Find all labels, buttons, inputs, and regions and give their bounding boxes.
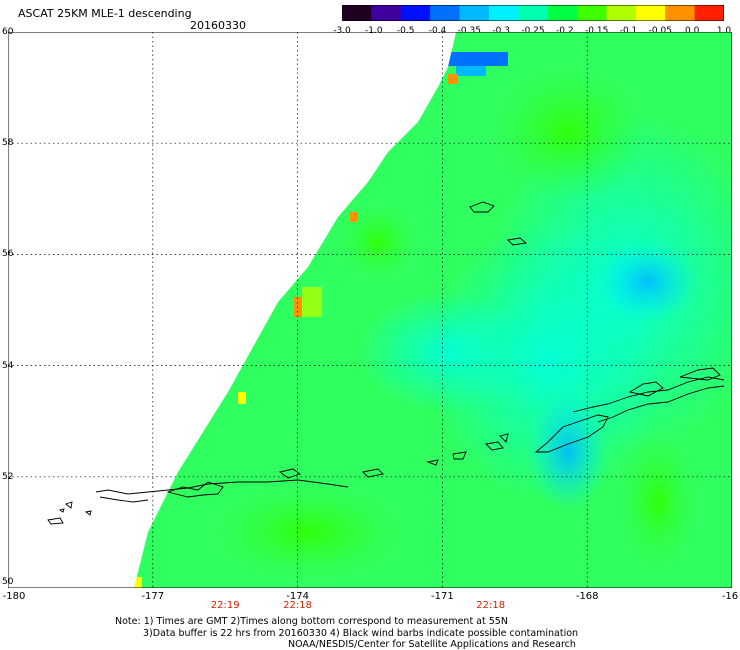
colorbar-swatch: [488, 5, 519, 21]
coastlines: [47, 201, 725, 525]
footer-note-line2: 3)Data buffer is 22 hrs from 20160330 4)…: [143, 628, 579, 639]
colorbar-swatch: [342, 5, 372, 21]
latitude-label: 58: [2, 138, 14, 149]
longitude-label: -171: [431, 591, 454, 602]
colorbar-swatch: [665, 5, 696, 21]
longitude-label: -16: [721, 591, 739, 602]
latitude-label: 50: [2, 577, 14, 587]
colorbar-label: -0.35: [457, 26, 481, 36]
colorbar-label: -0.2: [556, 26, 574, 36]
colorbar-label: -0.05: [648, 26, 672, 36]
latitude-label: 52: [2, 471, 14, 482]
colorbar-label: -0.5: [396, 26, 415, 36]
colorbar-label: -1.0: [365, 26, 383, 36]
footer-note-line1: Note: 1) Times are GMT 2)Times along bot…: [115, 616, 508, 627]
time-label: 22:18: [283, 600, 313, 611]
footer-credit: NOAA/NESDIS/Center for Satellite Applica…: [288, 639, 576, 650]
colorbar-label: 1.0: [716, 26, 732, 36]
colorbar-swatch: [430, 5, 461, 21]
time-label: 22:19: [210, 600, 240, 611]
map-title: ASCAT 25KM MLE-1 descending: [18, 7, 192, 20]
colorbar-swatch: [459, 5, 490, 21]
longitude-label: -177: [141, 591, 165, 602]
map-panel: [8, 32, 732, 588]
map-date: 20160330: [190, 19, 246, 32]
colorbar-swatch: [606, 5, 637, 21]
lat-lon-grid: [8, 32, 732, 588]
colorbar-label: -0.25: [521, 26, 545, 36]
latitude-label: 56: [2, 249, 14, 260]
colorbar-label: 0.0: [684, 26, 700, 36]
latitude-label: 54: [2, 360, 14, 371]
longitude-label: -174: [286, 591, 309, 602]
colorbar-swatch: [694, 5, 724, 21]
colorbar-swatch: [518, 5, 549, 21]
longitude-label: -168: [575, 591, 599, 602]
colorbar-label: -0.1: [619, 26, 638, 36]
colorbar-label: -0.3: [492, 26, 510, 36]
colorbar-swatch: [635, 5, 666, 21]
time-label: 22:18: [476, 600, 506, 611]
colorbar-label: -3.0: [333, 26, 351, 36]
latitude-label: 60: [2, 27, 14, 37]
colorbar-label: -0.4: [428, 26, 447, 36]
longitude-label: -180: [2, 591, 26, 602]
colorbar-swatch: [371, 5, 402, 21]
colorbar-label: -0.15: [585, 26, 609, 36]
colorbar-swatch: [400, 5, 431, 21]
colorbar-swatch: [577, 5, 607, 21]
colorbar: [342, 5, 724, 21]
wind-swath: [8, 32, 732, 588]
colorbar-swatch: [547, 5, 578, 21]
